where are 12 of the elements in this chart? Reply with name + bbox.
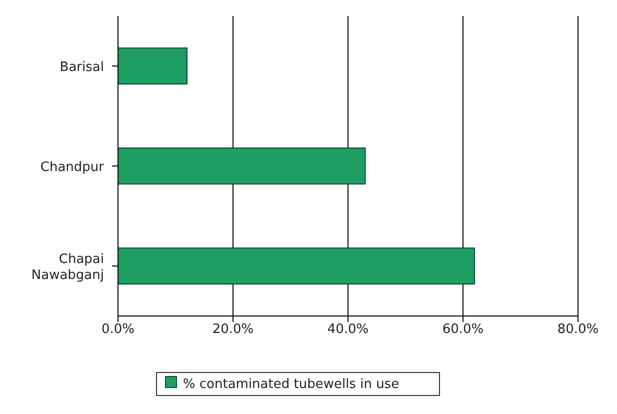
- x-tick-label: 80.0%: [557, 322, 599, 338]
- x-tick-label: 20.0%: [212, 322, 254, 338]
- x-tick-label: 60.0%: [442, 322, 484, 338]
- y-tick-label: Chandpur: [40, 160, 105, 175]
- bar: [118, 48, 188, 84]
- bar: [118, 248, 475, 284]
- legend-label: % contaminated tubewells in use: [182, 377, 400, 392]
- x-tick-label: 40.0%: [327, 322, 369, 338]
- y-tick-label: Barisal: [60, 60, 104, 75]
- x-tick-label: 0.0%: [101, 322, 135, 338]
- bar: [118, 148, 366, 184]
- y-tick-label: Chapai Nawabganj: [31, 252, 104, 283]
